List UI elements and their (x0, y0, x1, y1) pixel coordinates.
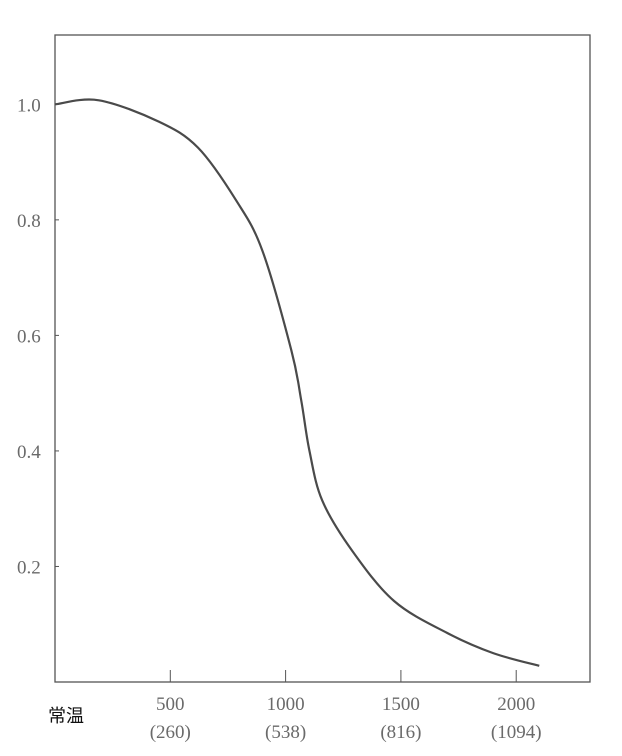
x-tick-label: 1500 (382, 694, 420, 715)
x-tick-sublabel: (1094) (491, 722, 542, 743)
origin-label: 常温 (48, 706, 84, 727)
x-tick-label: 500 (156, 694, 185, 715)
x-tick-sublabel: (260) (150, 722, 191, 743)
y-tick-label: 0.4 (17, 442, 41, 463)
y-tick-label: 1.0 (17, 95, 41, 116)
series-line (54, 98, 540, 667)
y-tick-label: 0.6 (17, 326, 41, 347)
y-tick-label: 0.2 (17, 557, 41, 578)
y-tick-label: 0.8 (17, 211, 41, 232)
x-tick-sublabel: (816) (380, 722, 421, 743)
plot-frame (54, 34, 591, 683)
x-tick-sublabel: (538) (265, 722, 306, 743)
x-tick-label: 1000 (267, 694, 305, 715)
x-tick-label: 2000 (497, 694, 535, 715)
